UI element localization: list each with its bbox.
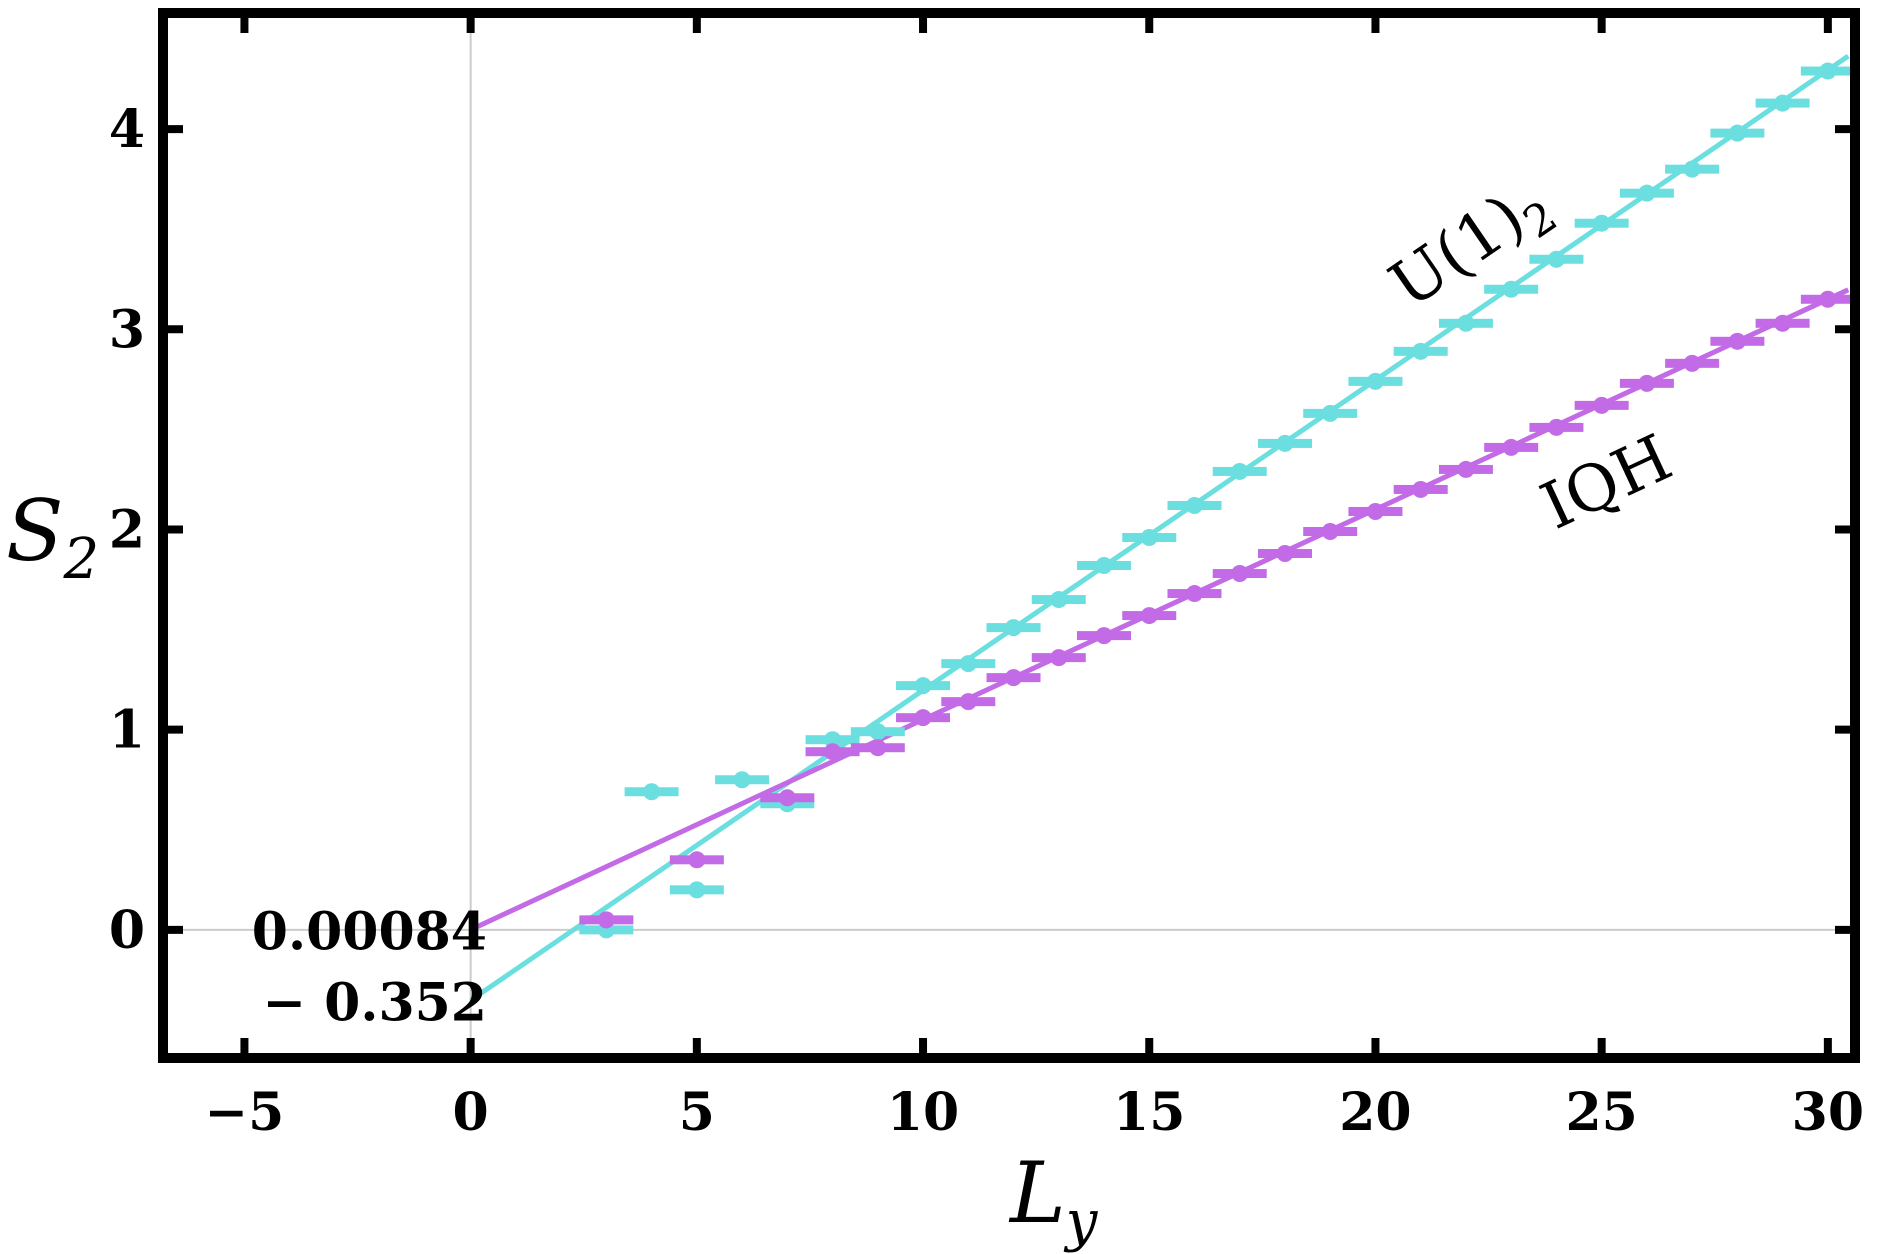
point-0-27: [1819, 62, 1837, 80]
x-tick-label-7: 30: [1792, 1082, 1864, 1143]
intercept-label-iqh: 0.00084: [252, 902, 487, 963]
point-0-8: [959, 655, 977, 673]
point-0-3: [733, 771, 751, 789]
point-1-1: [688, 851, 706, 869]
point-1-13: [1276, 545, 1294, 563]
x-tick-label-0: −5: [205, 1082, 285, 1143]
point-0-11: [1095, 557, 1113, 575]
point-0-15: [1276, 434, 1294, 452]
point-0-22: [1593, 214, 1611, 232]
y-tick-label-0: 0: [109, 900, 145, 961]
point-1-9: [1095, 627, 1113, 645]
point-1-22: [1683, 354, 1701, 372]
y-axis-label: S2: [6, 482, 99, 592]
point-1-24: [1774, 314, 1792, 332]
point-1-15: [1366, 502, 1384, 520]
x-axis-label: Ly: [1008, 1144, 1099, 1254]
point-1-11: [1185, 585, 1203, 603]
point-1-8: [1050, 649, 1068, 667]
point-0-10: [1050, 591, 1068, 609]
point-0-9: [1005, 619, 1023, 637]
point-0-26: [1774, 94, 1792, 112]
point-1-23: [1728, 332, 1746, 350]
point-1-21: [1638, 374, 1656, 392]
point-1-16: [1412, 480, 1430, 498]
point-1-2: [778, 789, 796, 807]
point-0-6: [869, 723, 887, 741]
point-1-20: [1593, 396, 1611, 414]
point-1-12: [1231, 565, 1249, 583]
point-1-3: [824, 743, 842, 761]
point-0-24: [1683, 160, 1701, 178]
point-1-17: [1457, 460, 1475, 478]
point-0-21: [1547, 250, 1565, 268]
point-0-13: [1185, 496, 1203, 514]
fit-line-1: [469, 287, 1850, 932]
point-0-20: [1502, 280, 1520, 298]
point-1-14: [1321, 522, 1339, 540]
point-1-5: [914, 709, 932, 727]
plot-frame: [158, 8, 1860, 1063]
point-1-6: [959, 693, 977, 711]
data-points: [579, 62, 1855, 939]
y-tick-label-3: 3: [109, 299, 145, 360]
series-label-iqh: IQH: [1531, 421, 1683, 544]
x-tick-label-5: 20: [1339, 1082, 1411, 1143]
point-0-19: [1457, 314, 1475, 332]
point-0-25: [1728, 124, 1746, 142]
point-1-10: [1140, 607, 1158, 625]
zero-lines: [163, 13, 1855, 1058]
point-0-5: [824, 731, 842, 749]
point-0-2: [688, 881, 706, 899]
x-tick-label-4: 15: [1113, 1082, 1185, 1143]
point-0-12: [1140, 529, 1158, 547]
point-0-1: [643, 783, 661, 801]
point-1-4: [869, 739, 887, 757]
point-0-18: [1412, 342, 1430, 360]
x-tick-label-3: 10: [887, 1082, 959, 1143]
x-tick-label-6: 25: [1565, 1082, 1637, 1143]
point-0-17: [1366, 372, 1384, 390]
axis-ticks: [163, 13, 1855, 1058]
x-tick-label-1: 0: [453, 1082, 489, 1143]
point-0-14: [1231, 462, 1249, 480]
y-tick-label-1: 1: [109, 700, 145, 761]
point-1-18: [1502, 438, 1520, 456]
fit-lines: [469, 54, 1850, 1003]
point-0-16: [1321, 404, 1339, 422]
point-0-23: [1638, 184, 1656, 202]
series-label-u1: U(1)2: [1377, 165, 1566, 331]
fit-line-0: [469, 54, 1850, 1003]
point-0-7: [914, 677, 932, 695]
axis-labels: −5 0 5 10 15 20 25 30 0 1 2 3 4: [109, 99, 1864, 1143]
x-tick-label-2: 5: [679, 1082, 715, 1143]
point-1-25: [1819, 290, 1837, 308]
y-tick-label-4: 4: [109, 99, 145, 160]
point-1-19: [1547, 418, 1565, 436]
y-tick-label-2: 2: [109, 499, 145, 560]
point-1-7: [1005, 669, 1023, 687]
point-1-0: [597, 911, 615, 929]
intercept-label-u1: − 0.352: [262, 972, 487, 1033]
